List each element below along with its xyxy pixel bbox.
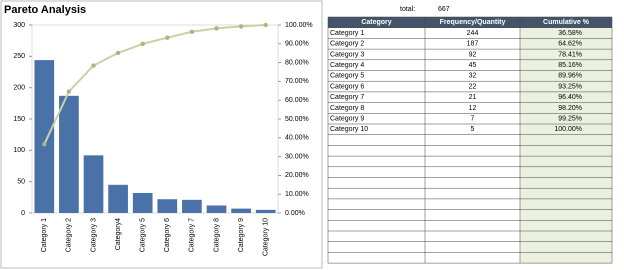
line-marker <box>42 142 47 147</box>
x-tick-label: Category 2 <box>66 218 73 252</box>
line-marker <box>91 63 96 68</box>
y-tick-label: 250 <box>13 53 25 60</box>
table-cell: 45 <box>469 62 477 69</box>
table-cell: Category 5 <box>330 73 364 80</box>
bar <box>231 208 251 213</box>
x-tick-label: Category 5 <box>140 218 147 252</box>
bar <box>255 209 276 213</box>
table-cell: 5 <box>471 126 475 133</box>
y2-tick-label: 0.00% <box>285 210 305 217</box>
table-cell: 89.96% <box>558 73 582 80</box>
y2-tick-label: 80.00% <box>285 59 309 66</box>
table-cell: 187 <box>467 41 479 48</box>
chart-title: Pareto Analysis <box>4 4 86 16</box>
table-cell: 64.62% <box>558 41 582 48</box>
total-value: 667 <box>438 6 450 13</box>
y-tick-label: 200 <box>13 85 25 92</box>
x-tick-label: Category 6 <box>164 218 171 252</box>
y-tick-label: 50 <box>17 179 25 186</box>
bar <box>108 184 128 213</box>
table-cell: 244 <box>467 30 479 37</box>
y2-tick-label: 40.00% <box>285 135 309 142</box>
bar <box>206 205 227 213</box>
x-tick-label: Category 10 <box>263 218 270 256</box>
table-cell: Category 10 <box>330 126 368 133</box>
table-cell: 98.20% <box>558 105 582 112</box>
line-marker <box>165 35 170 40</box>
y2-tick-label: 70.00% <box>285 78 309 85</box>
y-tick-label: 0 <box>21 210 25 217</box>
line-marker <box>238 24 244 29</box>
bar <box>34 60 55 213</box>
table-cell: Category 2 <box>330 41 364 48</box>
y2-tick-label: 60.00% <box>285 97 309 104</box>
x-tick-label: Category4 <box>115 218 122 250</box>
total-label: total: <box>400 6 415 13</box>
y2-tick-label: 100.00% <box>285 22 313 29</box>
table-cell: 96.40% <box>558 94 582 101</box>
y-tick-label: 300 <box>13 22 25 29</box>
table-cell: Category 9 <box>330 115 364 122</box>
table-header: Frequency/Quantity <box>440 19 506 26</box>
y2-tick-label: 20.00% <box>285 172 309 179</box>
y2-tick-label: 30.00% <box>285 153 309 160</box>
table-cell: 22 <box>469 83 477 90</box>
x-tick-label: Category 8 <box>213 218 220 252</box>
table-cell: 12 <box>469 105 477 112</box>
table-cell: Category 7 <box>330 94 364 101</box>
table-cell: Category 1 <box>330 30 364 37</box>
x-tick-label: Category 9 <box>238 218 245 252</box>
table-cell: 99.25% <box>558 115 582 122</box>
line-marker <box>263 22 268 28</box>
table-cell: 78.41% <box>558 51 582 58</box>
table-cell: 21 <box>469 94 477 101</box>
bar <box>59 95 79 213</box>
table-cell: 85.16% <box>558 62 582 69</box>
table-cell: Category 4 <box>330 62 364 69</box>
x-tick-label: Category 1 <box>41 218 48 252</box>
y2-tick-label: 50.00% <box>285 116 309 123</box>
table-header-bg <box>328 17 612 28</box>
table-cell: Category 6 <box>330 83 364 90</box>
bar <box>132 192 153 213</box>
line-marker <box>66 89 72 94</box>
line-marker <box>214 26 219 31</box>
table-cell: 36.58% <box>558 30 582 37</box>
bar <box>83 155 104 213</box>
line <box>43 24 266 145</box>
x-tick-label: Category 3 <box>90 218 97 252</box>
table-cell: 93.25% <box>558 83 582 90</box>
line-marker <box>140 41 145 47</box>
table-cell: 32 <box>469 73 477 80</box>
table-header: Category <box>361 19 391 26</box>
line-marker <box>115 50 121 56</box>
y-tick-label: 100 <box>13 147 25 154</box>
bar <box>182 199 202 213</box>
table-cell: 100.00% <box>554 126 582 133</box>
table-cell: Category 3 <box>330 51 364 58</box>
bar <box>157 199 178 213</box>
y-tick-label: 150 <box>13 116 25 123</box>
table-cell: Category 8 <box>330 105 364 112</box>
y2-tick-label: 90.00% <box>285 41 309 48</box>
line-marker <box>189 29 195 34</box>
table-cell: 7 <box>471 115 475 122</box>
y2-tick-label: 10.00% <box>285 191 309 198</box>
table-header: Cumulative % <box>543 19 590 26</box>
table-cell: 92 <box>469 51 477 58</box>
x-tick-label: Category 7 <box>189 218 196 252</box>
